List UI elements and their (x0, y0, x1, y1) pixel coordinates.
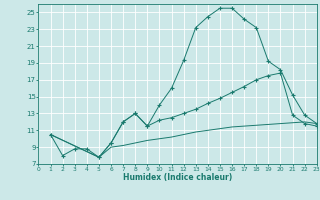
X-axis label: Humidex (Indice chaleur): Humidex (Indice chaleur) (123, 173, 232, 182)
